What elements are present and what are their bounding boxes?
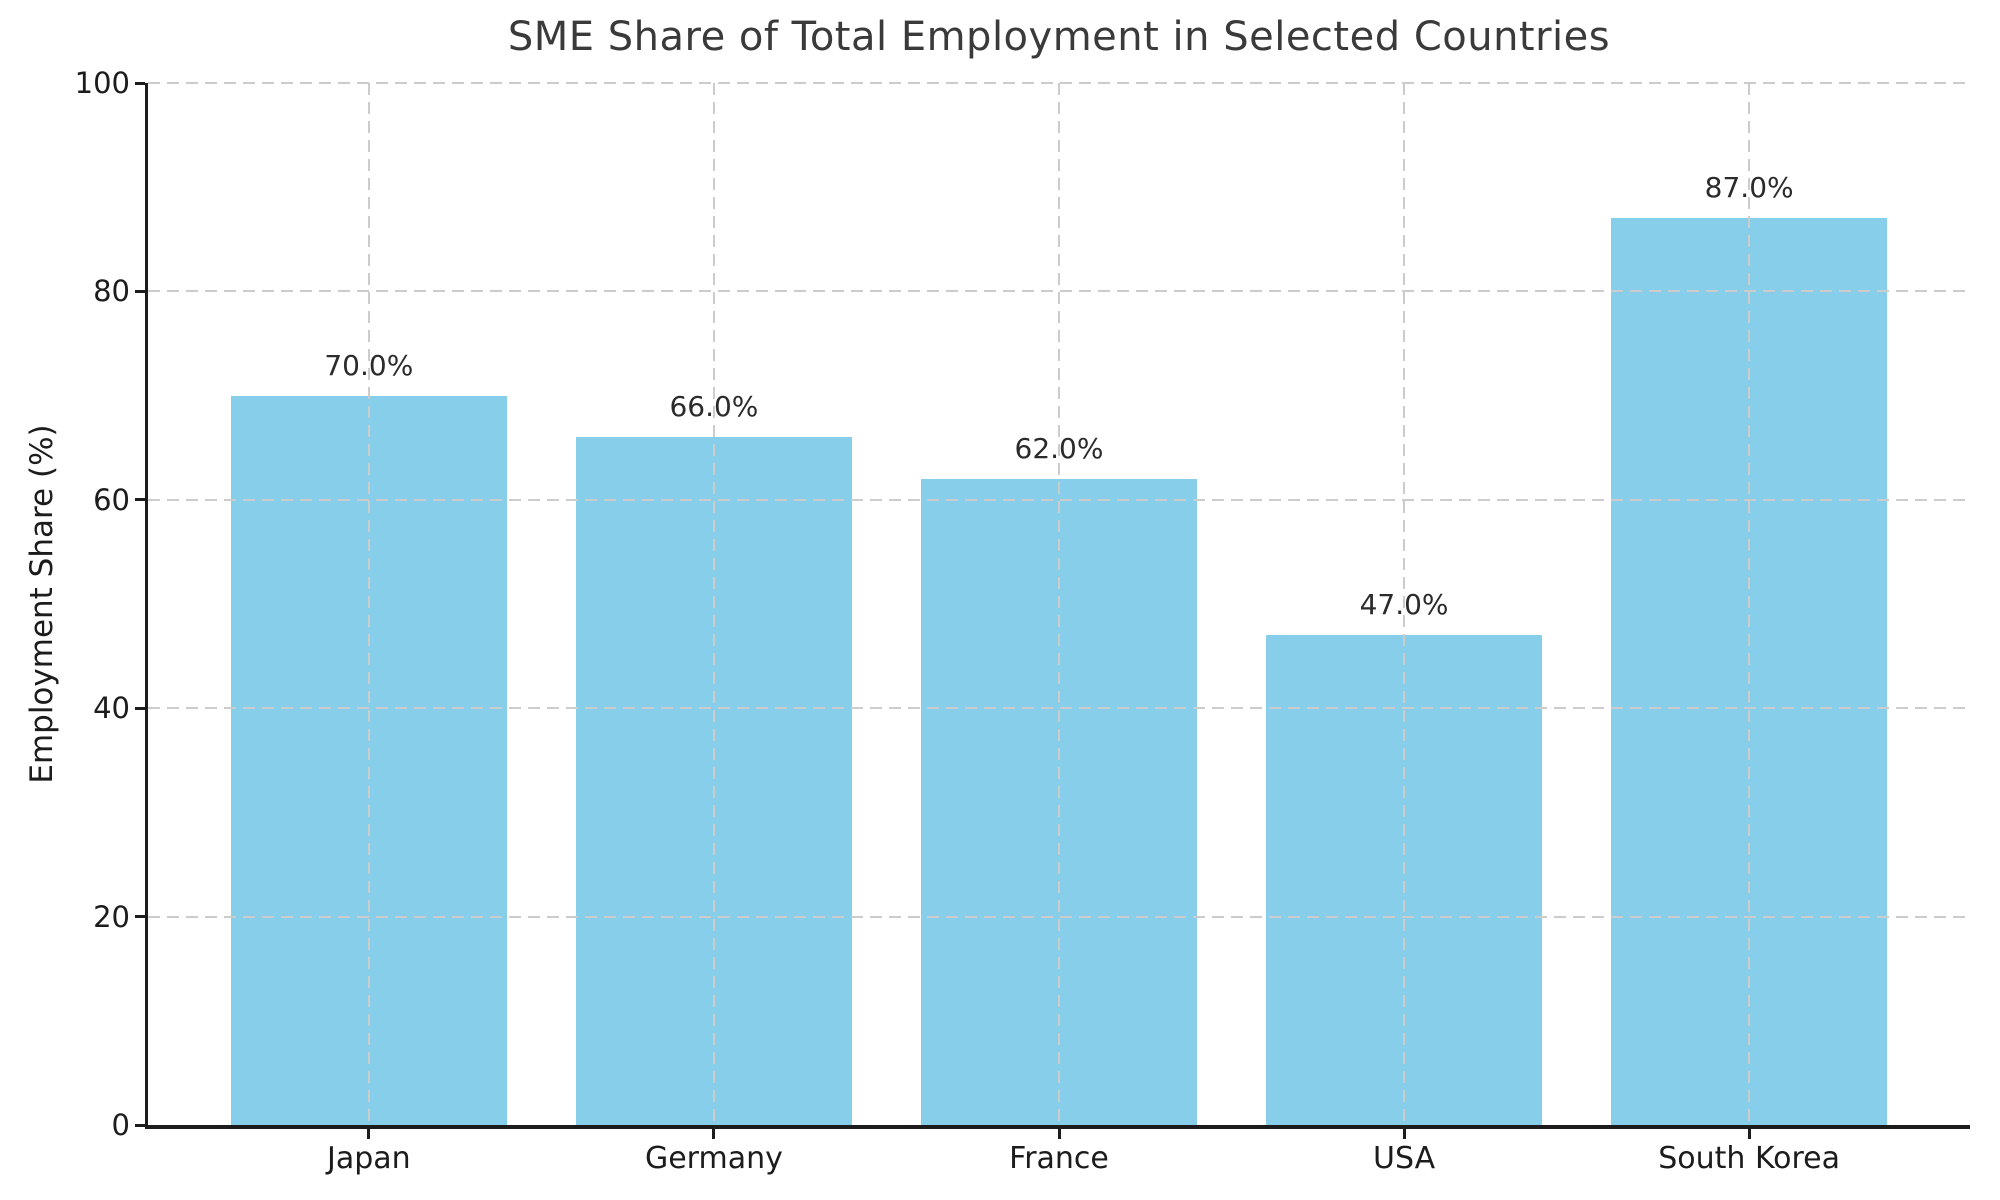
v-gridline-usa	[1403, 83, 1406, 1125]
x-tick-label-usa: USA	[1373, 1141, 1436, 1176]
x-tick-label-south-korea: South Korea	[1658, 1141, 1841, 1176]
bar-value-label-france: 62.0%	[1014, 431, 1104, 465]
chart-title: SME Share of Total Employment in Selecte…	[507, 14, 1611, 60]
y-tick-mark-80	[135, 289, 145, 293]
bar-value-label-usa: 47.0%	[1359, 588, 1449, 622]
y-tick-label-20: 20	[93, 899, 130, 934]
x-tick-mark-japan	[367, 1129, 371, 1139]
v-gridline-japan	[367, 83, 370, 1125]
x-axis-spine	[145, 1125, 1970, 1129]
y-tick-mark-40	[135, 706, 145, 710]
x-tick-mark-germany	[712, 1129, 716, 1139]
v-gridline-south-korea	[1748, 83, 1751, 1125]
y-tick-mark-60	[135, 498, 145, 502]
x-tick-mark-south-korea	[1747, 1129, 1751, 1139]
y-tick-label-60: 60	[93, 482, 130, 517]
x-tick-mark-usa	[1402, 1129, 1406, 1139]
x-tick-label-france: France	[1009, 1141, 1109, 1176]
y-tick-mark-0	[135, 1123, 145, 1127]
y-axis-label: Employment Share (%)	[24, 424, 60, 784]
y-axis-spine	[145, 83, 148, 1129]
x-tick-label-japan: Japan	[327, 1141, 411, 1176]
y-tick-mark-20	[135, 915, 145, 919]
y-tick-label-40: 40	[93, 691, 130, 726]
y-tick-mark-100	[135, 81, 145, 85]
plot-area: 0 20 40 60 80 100 Japan Germany France USA South K…	[75, 66, 1970, 1176]
bar-value-label-japan: 70.0%	[324, 348, 414, 382]
y-tick-label-0: 0	[111, 1108, 130, 1142]
y-tick-label-80: 80	[93, 274, 130, 309]
x-tick-label-germany: Germany	[644, 1141, 783, 1176]
v-gridline-germany	[712, 83, 715, 1125]
y-tick-label-100: 100	[74, 66, 130, 100]
bar-value-label-south-korea: 87.0%	[1704, 171, 1794, 205]
v-gridline-france	[1058, 83, 1060, 1125]
x-tick-mark-france	[1057, 1129, 1061, 1139]
bar-value-label-germany: 66.0%	[669, 390, 759, 424]
